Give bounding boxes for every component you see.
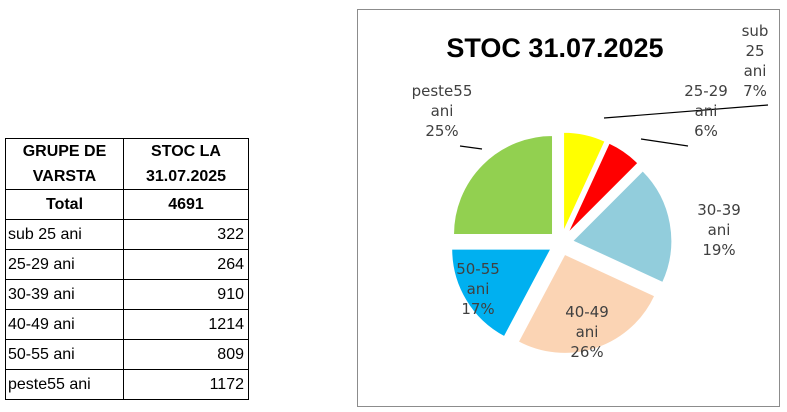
row-label: 50-55 ani (5, 339, 124, 370)
row-label: sub 25 ani (5, 219, 124, 250)
pie-slice-30-39-ani (571, 170, 673, 284)
row-label: 25-29 ani (5, 249, 124, 280)
table-row: 50-55 ani 809 (5, 339, 249, 370)
stock-table: GRUPE DE STOC LA VARSTA 31.07.2025 Total… (5, 138, 249, 400)
total-label: Total (5, 189, 124, 220)
leader-line (603, 104, 769, 119)
leader-line (640, 138, 689, 147)
pie-slice-sub-25-ani (563, 131, 606, 232)
header-stock: STOC LA (123, 138, 249, 164)
pie-slice-peste55-ani (453, 135, 554, 236)
header-age-group-line2: VARSTA (5, 164, 124, 190)
total-value: 4691 (123, 189, 249, 220)
row-value: 322 (123, 219, 249, 250)
row-value: 264 (123, 249, 249, 280)
data-label-25-29-ani: 25-29 ani 6% (684, 82, 728, 140)
leader-line (459, 145, 483, 150)
row-value: 1214 (123, 309, 249, 340)
data-label-40-49-ani: 40-49 ani 26% (565, 303, 609, 361)
pie-chart: STOC 31.07.2025 sub 25 ani 7% 25-29 ani 6% 30-3… (412, 22, 769, 361)
header-age-group: GRUPE DE (5, 138, 124, 164)
pie-slice-25-29-ani (567, 142, 639, 234)
table-row: sub 25 ani 322 (5, 219, 249, 250)
row-value: 809 (123, 339, 249, 370)
row-value: 1172 (123, 369, 249, 400)
table-row: peste55 ani 1172 (5, 369, 249, 400)
pie-slice-50-55-ani (451, 248, 552, 338)
table-row: 25-29 ani 264 (5, 249, 249, 280)
data-label-50-55-ani: 50-55 ani 17% (456, 260, 500, 318)
chart-title: STOC 31.07.2025 (446, 33, 663, 63)
data-label-30-39-ani: 30-39 ani 19% (697, 201, 741, 259)
row-label: peste55 ani (5, 369, 124, 400)
row-label: 30-39 ani (5, 279, 124, 310)
data-label-peste55-ani: peste55 ani 25% (412, 82, 473, 140)
header-stock-date: 31.07.2025 (123, 164, 249, 190)
table-row: 40-49 ani 1214 (5, 309, 249, 340)
pie-slice-40-49-ani (517, 253, 656, 354)
table-row: 30-39 ani 910 (5, 279, 249, 310)
pie-chart-frame: STOC 31.07.2025 sub 25 ani 7% 25-29 ani 6% 30-3… (357, 9, 780, 407)
row-label: 40-49 ani (5, 309, 124, 340)
row-value: 910 (123, 279, 249, 310)
data-label-sub-25-ani: sub 25 ani 7% (742, 22, 769, 100)
total-row: Total 4691 (5, 189, 249, 220)
